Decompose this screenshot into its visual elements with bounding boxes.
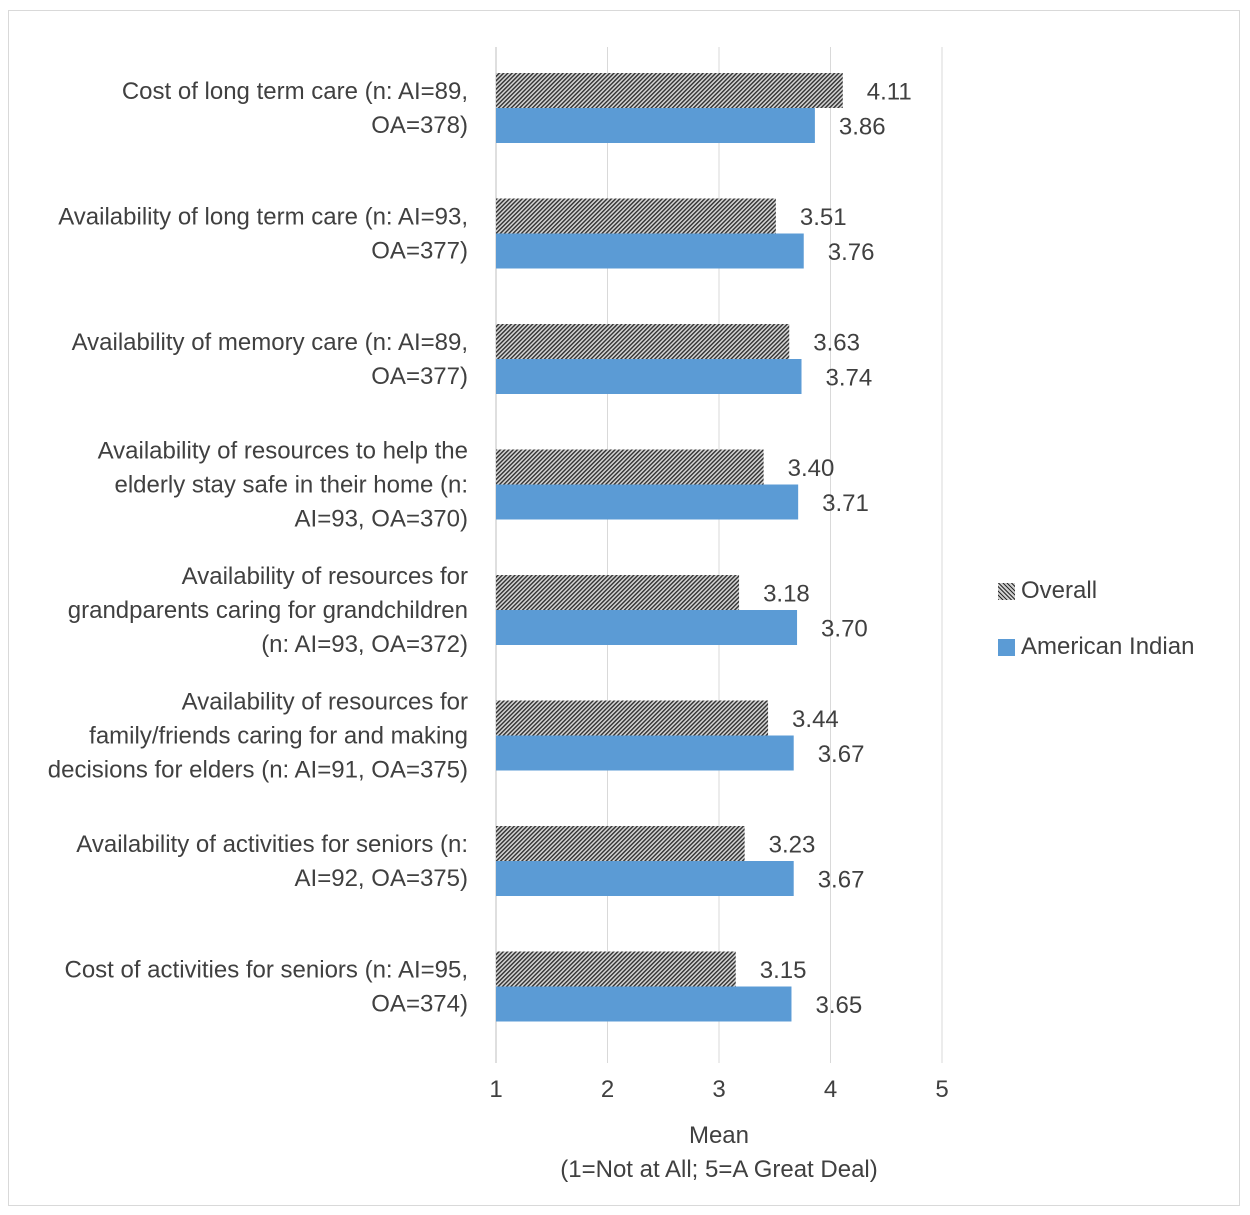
bar-overall-2 xyxy=(496,324,790,359)
data-labels: 4.11 3.86 3.51 3.76 3.63 3.74 3.40 3.71 3.18 3.70… xyxy=(760,79,912,1020)
x-axis-ticks: 1 2 3 4 5 xyxy=(489,1076,948,1103)
bar-american-indian-1 xyxy=(496,233,804,269)
x-tick-label-2: 2 xyxy=(601,1076,614,1103)
data-label-overall-7: 3.15 xyxy=(760,957,807,984)
data-label-american-indian-3: 3.71 xyxy=(822,490,869,517)
data-label-overall-6: 3.23 xyxy=(769,832,816,859)
bar-american-indian-2 xyxy=(496,359,802,394)
bar-overall-4 xyxy=(496,575,740,610)
bar-american-indian-0 xyxy=(496,108,815,143)
category-label-3: Availability of resources to help the eld… xyxy=(98,438,468,533)
bar-american-indian-6 xyxy=(496,861,794,896)
category-label-4: Availability of resources for grandparent… xyxy=(68,563,468,658)
bar-chart: 4.11 3.86 3.51 3.76 3.63 3.74 3.40 3.71 3.18 3.70… xyxy=(48,47,949,1183)
data-label-american-indian-6: 3.67 xyxy=(818,867,865,894)
data-label-overall-4: 3.18 xyxy=(763,581,810,608)
legend-item-american-indian: American Indian xyxy=(998,632,1194,662)
data-label-american-indian-0: 3.86 xyxy=(839,114,886,141)
x-tick-label-3: 3 xyxy=(712,1076,725,1103)
chart-frame: 4.11 3.86 3.51 3.76 3.63 3.74 3.40 3.71 3.18 3.70… xyxy=(8,10,1240,1206)
data-label-american-indian-1: 3.76 xyxy=(828,239,875,266)
legend-label-overall: Overall xyxy=(1021,577,1098,604)
data-label-overall-2: 3.63 xyxy=(813,330,860,357)
category-label-0: Cost of long term care (n: AI=89, OA=378) xyxy=(122,78,468,139)
x-tick-label-1: 1 xyxy=(489,1076,502,1103)
data-label-american-indian-2: 3.74 xyxy=(826,365,873,392)
bar-american-indian-3 xyxy=(496,484,799,520)
legend-swatch-overall xyxy=(998,582,1015,600)
category-label-5: Availability of resources for family/frie… xyxy=(48,689,468,784)
data-label-overall-1: 3.51 xyxy=(800,204,847,231)
category-labels: Cost of long term care (n: AI=89, OA=378)… xyxy=(48,78,468,1018)
legend-item-overall: Overall xyxy=(998,576,1194,606)
category-label-7: Cost of activities for seniors (n: AI=95… xyxy=(64,957,468,1018)
x-axis-title: Mean xyxy=(689,1122,749,1149)
x-tick-label-5: 5 xyxy=(935,1076,948,1103)
data-label-american-indian-5: 3.67 xyxy=(818,741,865,768)
data-label-overall-3: 3.40 xyxy=(788,455,835,482)
bar-overall-6 xyxy=(496,826,745,861)
x-axis-subtitle: (1=Not at All; 5=A Great Deal) xyxy=(560,1156,878,1183)
bar-overall-1 xyxy=(496,198,776,234)
legend-swatch-american-indian xyxy=(998,638,1015,656)
category-label-2: Availability of memory care (n: AI=89, OA… xyxy=(72,329,468,390)
bar-overall-7 xyxy=(496,951,736,987)
legend: Overall American Indian xyxy=(998,576,1194,688)
legend-label-american-indian: American Indian xyxy=(1021,633,1195,660)
bars xyxy=(496,73,843,1022)
bar-american-indian-5 xyxy=(496,735,794,771)
data-label-american-indian-4: 3.70 xyxy=(821,616,868,643)
bar-overall-0 xyxy=(496,73,843,108)
category-label-1: Availability of long term care (n: AI=93… xyxy=(58,204,468,265)
bar-overall-3 xyxy=(496,449,764,485)
bar-american-indian-4 xyxy=(496,610,798,645)
data-label-overall-0: 4.11 xyxy=(867,79,912,106)
x-tick-label-4: 4 xyxy=(824,1076,837,1103)
bar-overall-5 xyxy=(496,700,769,736)
data-label-american-indian-7: 3.65 xyxy=(815,992,862,1019)
bar-american-indian-7 xyxy=(496,986,792,1022)
data-label-overall-5: 3.44 xyxy=(792,706,839,733)
category-label-6: Availability of activities for seniors (… xyxy=(76,831,468,892)
